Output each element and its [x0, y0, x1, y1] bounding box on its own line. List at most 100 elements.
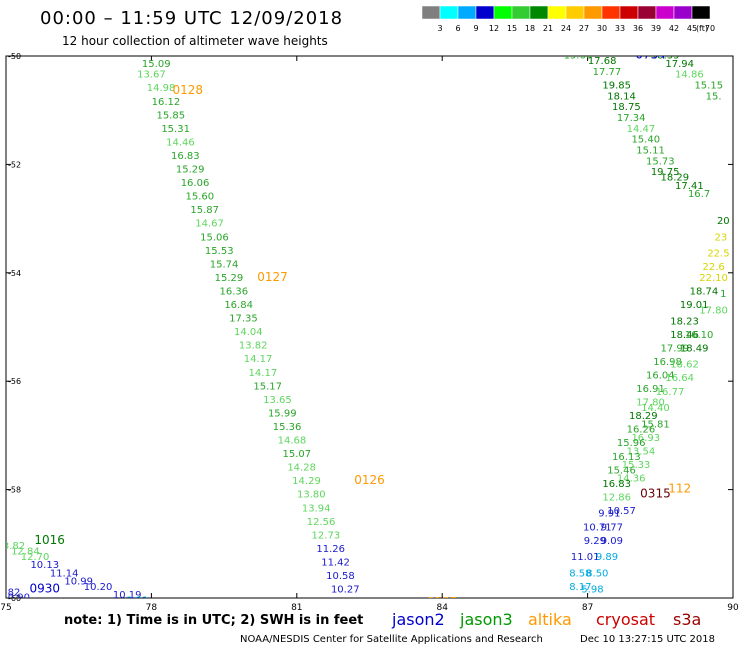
satellite-jason2: jason2 — [392, 610, 445, 629]
swh-value-label: 16.13 — [612, 452, 641, 463]
swh-value-label: 18.75 — [612, 102, 641, 113]
swh-value-label: 14.36 — [617, 473, 646, 484]
swh-value-label: 14.46 — [166, 137, 195, 148]
swh-value-label: 8.58 — [569, 568, 591, 579]
swh-value-label: 11.14 — [50, 568, 79, 579]
swh-value-label: 18.62 — [670, 360, 699, 371]
swh-value-label: 18.29 — [629, 411, 658, 422]
swh-value-label: 17.77 — [593, 67, 622, 78]
swh-value-label: 15.74 — [210, 259, 239, 270]
swh-value-label: 15.36 — [273, 422, 302, 433]
swh-value-label: 14.17 — [249, 368, 278, 379]
swh-value-label: 4.30 — [557, 633, 579, 644]
legend-tick-label: 15 — [507, 24, 517, 33]
swh-value-label: 14.86 — [675, 70, 704, 81]
swh-value-label: 15.15 — [694, 81, 723, 92]
map-subtitle: 12 hour collection of altimeter wave hei… — [62, 34, 328, 48]
swh-value-label: 12.73 — [312, 530, 341, 541]
swh-value-label: 9.10 — [349, 598, 371, 609]
swh-value-label: 13.82 — [239, 341, 268, 352]
y-tick-label: -60 — [8, 594, 21, 603]
swh-value-label: 16.83 — [171, 151, 200, 162]
swh-value-label: 14.67 — [195, 219, 224, 230]
footer-note: note: 1) Time is in UTC; 2) SWH is in fe… — [64, 613, 364, 628]
swh-value-label: 17.80 — [699, 305, 728, 316]
swh-value-label: 19.01 — [680, 300, 709, 311]
swh-value-label: 15.46 — [607, 465, 636, 476]
swh-value-label: 4.94 — [547, 631, 569, 642]
swh-value-label: 10.57 — [607, 506, 636, 517]
swh-value-label: 13.54 — [627, 446, 656, 457]
swh-value-label: 18.46 — [670, 330, 699, 341]
swh-value-label: 16.93 — [631, 433, 660, 444]
swh-value-label: 15. — [706, 91, 722, 102]
satellite-s3a: s3a — [673, 610, 702, 629]
swh-value-label: 17.99 — [661, 343, 690, 354]
x-tick-label: 75 — [0, 603, 11, 613]
swh-value-label: 15.11 — [636, 146, 665, 157]
legend-tick-label: 27 — [579, 24, 589, 33]
swh-value-label: 22.10 — [699, 273, 728, 284]
swh-value-label: 5.90 — [555, 598, 577, 609]
swh-value-label: 10.58 — [326, 571, 355, 582]
legend-tick-label: 45 — [687, 24, 697, 33]
swh-value-label: 15.29 — [176, 165, 205, 176]
swh-value-label: 12.84 — [11, 547, 40, 558]
swh-value-label: 20 — [717, 216, 730, 227]
legend-unit: (ft) — [696, 24, 708, 33]
x-tick-label: 84 — [436, 603, 448, 613]
legend-tick-label: 39 — [651, 24, 661, 33]
swh-value-label: 13.94 — [302, 503, 331, 514]
swh-value-label: 16.04 — [646, 370, 675, 381]
swh-value-label: 10.71 — [583, 522, 612, 533]
swh-value-label: 15.87 — [190, 205, 219, 216]
swh-value-label: 16.12 — [152, 97, 181, 108]
swh-value-label: 13.65 — [263, 395, 292, 406]
swh-value-label: 15.09 — [142, 59, 171, 70]
swh-value-label: 15.17 — [253, 381, 282, 392]
legend-tick-label: 21 — [543, 24, 553, 33]
swh-value-label: 10.13 — [30, 560, 59, 571]
legend-tick-label: 3 — [437, 24, 442, 33]
swh-value-label: 10.99 — [64, 576, 93, 587]
track-labels: 15.0913.6714.9816.1215.8515.3114.4616.83… — [0, 56, 730, 644]
swh-value-label: 17.35 — [229, 314, 258, 325]
swh-value-label: 8.17 — [569, 582, 591, 593]
y-tick-label: -56 — [8, 377, 21, 386]
pass-time-label: 0128 — [172, 83, 203, 97]
swh-value-label: 22.5 — [707, 249, 729, 260]
swh-value-label: 15.85 — [156, 110, 185, 121]
swh-value-label: 17.80 — [636, 398, 665, 409]
legend-tick-label: 33 — [615, 24, 625, 33]
y-tick-label: -58 — [8, 486, 21, 495]
y-tick-label: -52 — [8, 160, 21, 169]
swh-value-label: 14.04 — [234, 327, 263, 338]
swh-value-label: 12.56 — [307, 517, 336, 528]
satellite-altika: altika — [528, 610, 572, 629]
swh-value-label: 18.74 — [690, 286, 719, 297]
footer-credit: NOAA/NESDIS Center for Satellite Applica… — [240, 634, 543, 645]
legend-tick-label: 18 — [525, 24, 535, 33]
swh-value-label: 9.09 — [601, 536, 623, 547]
swh-value-label: 22.6 — [702, 262, 724, 273]
swh-value-label: 15.53 — [205, 246, 234, 257]
pass-time-label: 0930 — [29, 582, 60, 596]
swh-value-label: 5.98 — [581, 585, 603, 596]
swh-value-label: 15.81 — [641, 419, 670, 430]
legend-tick-label: 70 — [705, 24, 715, 33]
legend-swatch — [691, 6, 711, 20]
pass-time-label: 112 — [668, 481, 691, 495]
swh-value-label: 8.50 — [586, 568, 608, 579]
swh-value-label: 16.06 — [181, 178, 210, 189]
swh-value-label: 16.84 — [224, 300, 253, 311]
swh-value-label: 13.67 — [137, 70, 166, 81]
pass-time-label: 0125 — [427, 595, 458, 609]
legend-tick-label: 24 — [561, 24, 571, 33]
swh-value-label: 11.42 — [321, 557, 350, 568]
swh-value-label: 15.73 — [646, 156, 675, 167]
y-tick-label: -50 — [8, 52, 21, 61]
swh-value-label: 11.82 — [0, 587, 20, 598]
swh-value-label: 10.90 — [1, 593, 30, 604]
swh-value-label: 12.86 — [602, 492, 631, 503]
swh-value-label: 6.83 — [126, 595, 148, 606]
